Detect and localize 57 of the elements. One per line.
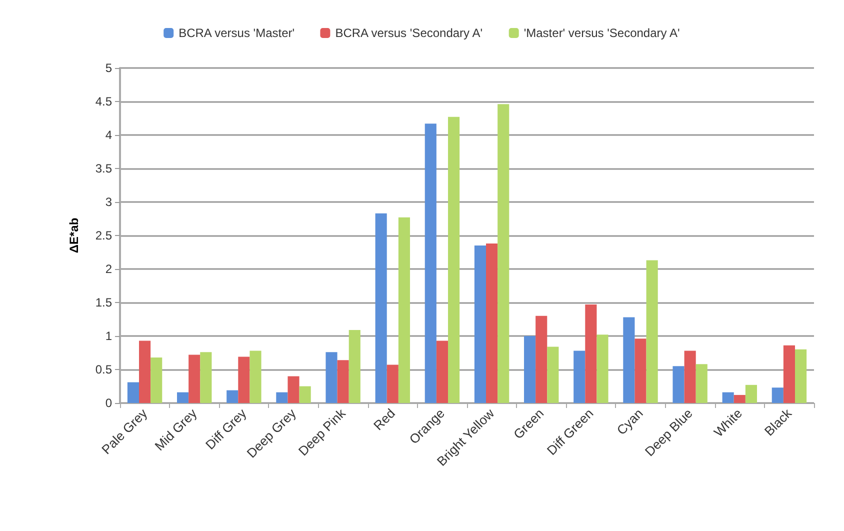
bar (448, 116, 460, 403)
y-tick-label: 3.5 (95, 162, 112, 176)
bar (139, 340, 151, 403)
bar (386, 364, 398, 403)
bar (672, 366, 684, 403)
bar (623, 317, 635, 403)
y-tick-label: 2 (105, 262, 112, 276)
bar (772, 388, 784, 403)
bar (177, 392, 189, 403)
bar (250, 350, 262, 403)
bar (276, 392, 288, 403)
bar (574, 350, 586, 403)
y-axis-title: ΔE*ab (67, 218, 81, 254)
bar (596, 334, 608, 403)
y-tick-label: 0 (105, 396, 112, 410)
bar (486, 244, 498, 403)
legend-label: BCRA versus 'Master' (178, 26, 295, 40)
y-tick-label: 4.5 (95, 94, 112, 108)
bar (745, 384, 757, 403)
bar (696, 364, 708, 403)
bar (634, 338, 646, 403)
bar (646, 260, 658, 403)
bar (585, 304, 597, 403)
bar (795, 349, 807, 403)
y-tick-label: 4 (105, 128, 112, 142)
bar (734, 394, 746, 403)
bar (348, 330, 360, 403)
bar (436, 340, 448, 403)
bar (150, 357, 162, 403)
y-tick-label: 1.5 (95, 296, 112, 310)
bar (498, 104, 510, 403)
bar (288, 376, 300, 403)
bar (474, 246, 486, 403)
y-tick-label: 2.5 (95, 228, 112, 242)
y-tick-label: 0.5 (95, 362, 112, 376)
bar (547, 346, 559, 403)
y-tick-label: 1 (105, 329, 112, 343)
bar (783, 345, 795, 403)
bar (326, 352, 338, 403)
bar (722, 392, 734, 403)
legend-label: BCRA versus 'Secondary A' (335, 26, 483, 40)
bar (238, 356, 250, 403)
legend-label: 'Master' versus 'Secondary A' (524, 26, 680, 40)
bar (375, 213, 387, 403)
bar (188, 354, 200, 403)
bar (536, 316, 548, 403)
bar (299, 386, 311, 403)
bar (524, 336, 536, 403)
bar (127, 382, 139, 403)
y-tick-label: 3 (105, 195, 112, 209)
bar (684, 350, 696, 403)
bar (424, 124, 436, 403)
bar (226, 390, 238, 403)
bar (200, 352, 212, 403)
bar (337, 360, 349, 403)
y-tick-label: 5 (105, 61, 112, 75)
bar (398, 217, 410, 403)
